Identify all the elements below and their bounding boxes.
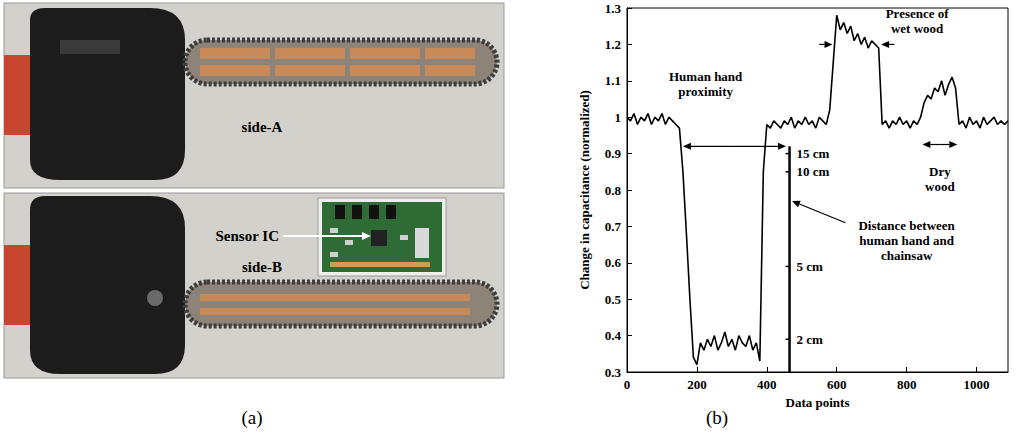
svg-text:0.7: 0.7: [605, 219, 622, 234]
svg-text:0.5: 0.5: [605, 292, 622, 307]
svg-text:1.2: 1.2: [605, 37, 621, 52]
svg-text:Data points: Data points: [786, 395, 850, 410]
svg-text:600: 600: [827, 377, 847, 392]
svg-text:1000: 1000: [964, 377, 990, 392]
svg-text:10 cm: 10 cm: [797, 164, 830, 179]
svg-text:(a): (a): [241, 407, 262, 429]
svg-text:1.3: 1.3: [605, 1, 622, 16]
svg-text:side-A: side-A: [242, 119, 283, 135]
html-text:(b): (b): [706, 407, 729, 428]
svg-text:1: 1: [615, 110, 622, 125]
svg-text:400: 400: [757, 377, 777, 392]
svg-text:wet wood: wet wood: [891, 21, 944, 36]
svg-text:0.9: 0.9: [605, 146, 622, 161]
svg-text:Change in capacitance (normali: Change in capacitance (normalized): [577, 90, 592, 290]
svg-text:0.3: 0.3: [605, 365, 622, 380]
svg-text:5 cm: 5 cm: [797, 259, 824, 274]
svg-text:proximity: proximity: [678, 84, 733, 99]
svg-text:2 cm: 2 cm: [797, 332, 824, 347]
svg-text:Human hand: Human hand: [669, 69, 743, 84]
svg-text:Sensor IC: Sensor IC: [216, 228, 280, 244]
svg-text:800: 800: [897, 377, 917, 392]
svg-text:0.8: 0.8: [605, 183, 622, 198]
svg-text:human hand and: human hand and: [859, 233, 954, 248]
svg-text:1.1: 1.1: [605, 73, 621, 88]
svg-text:0.6: 0.6: [605, 255, 622, 270]
svg-text:Presence of: Presence of: [886, 6, 950, 21]
svg-text:side-B: side-B: [242, 259, 282, 275]
svg-text:wood: wood: [925, 179, 955, 194]
svg-text:0: 0: [624, 377, 631, 392]
svg-text:15 cm: 15 cm: [797, 146, 830, 161]
svg-text:Distance between: Distance between: [858, 218, 955, 233]
svg-text:Dry: Dry: [929, 164, 951, 179]
svg-text:200: 200: [687, 377, 707, 392]
svg-text:0.4: 0.4: [605, 328, 622, 343]
svg-text:chainsaw: chainsaw: [881, 248, 933, 263]
